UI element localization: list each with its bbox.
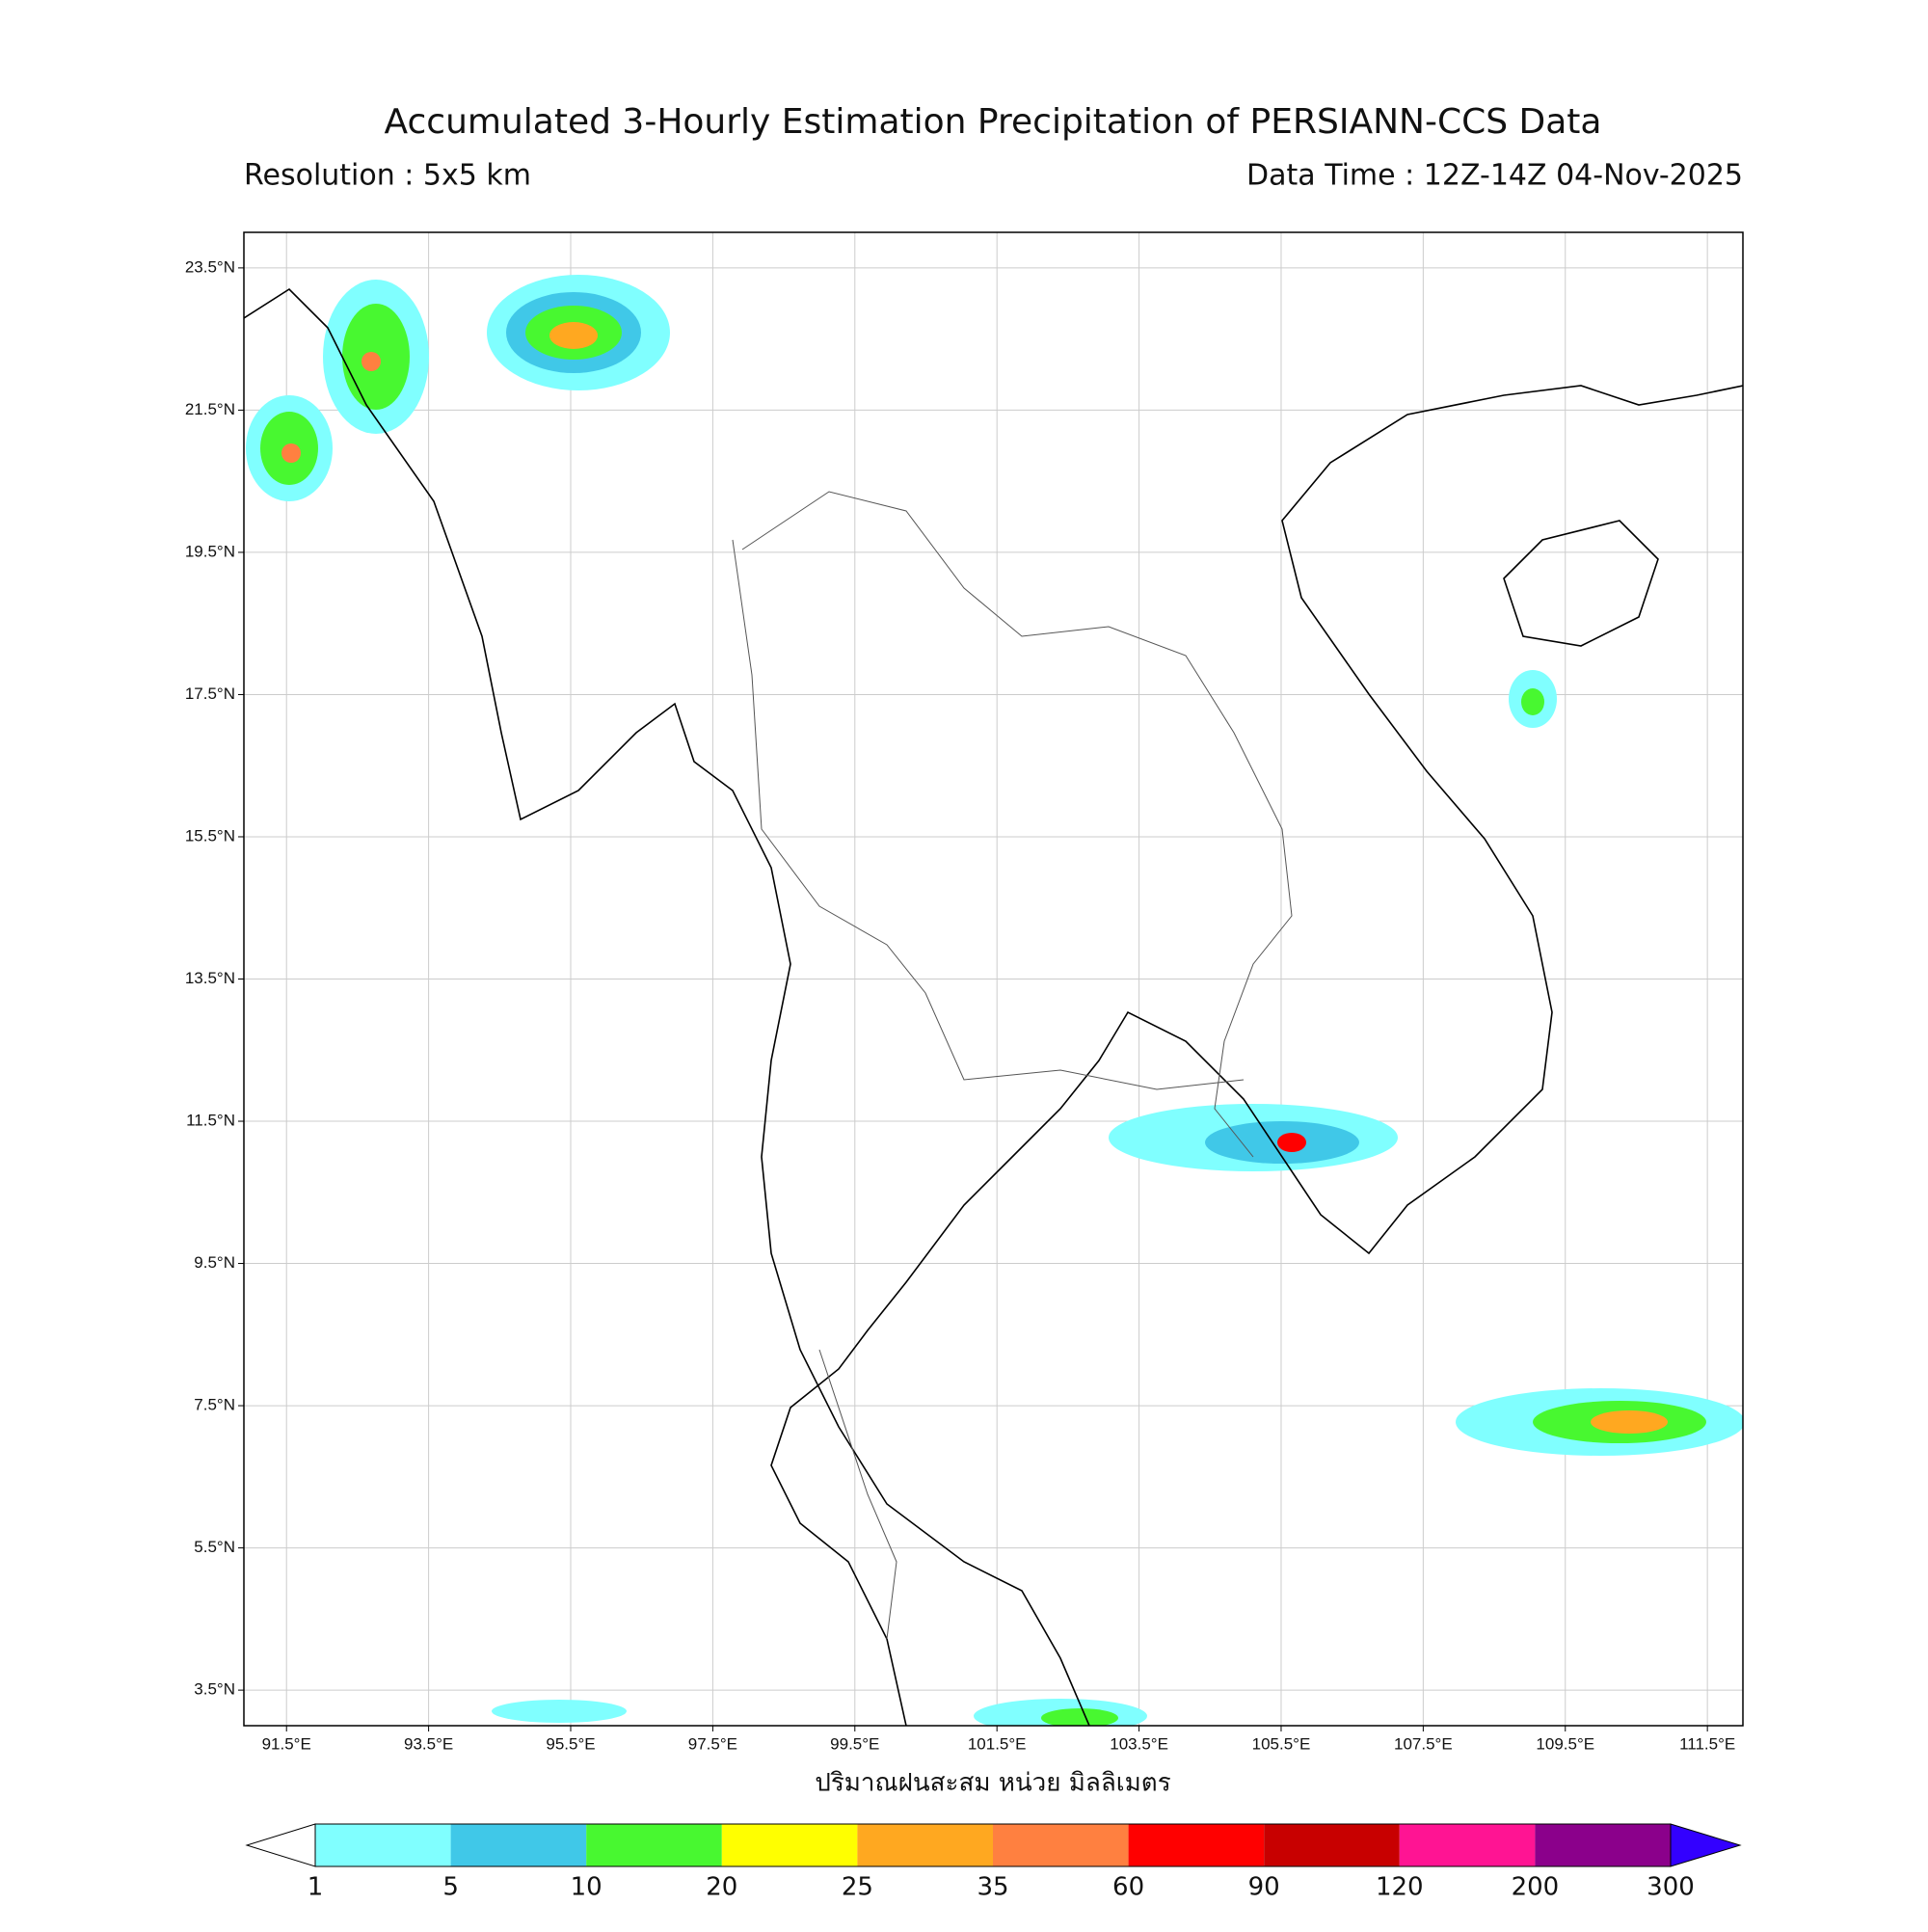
y-tick-label: 17.5°N <box>185 684 235 703</box>
coastlines <box>244 287 1743 1726</box>
y-tick-label: 21.5°N <box>185 400 235 418</box>
colorbar-box <box>315 1824 451 1866</box>
x-tick-label: 97.5°E <box>688 1734 737 1753</box>
x-tick-label: 99.5°E <box>830 1734 879 1753</box>
title: Accumulated 3-Hourly Estimation Precipit… <box>385 102 1602 142</box>
colorbar-box <box>1535 1824 1671 1866</box>
colorbar-over <box>1670 1823 1742 1867</box>
y-tick-label: 7.5°N <box>194 1396 235 1414</box>
y-tick-label: 5.5°N <box>194 1538 235 1556</box>
x-tick-label: 95.5°E <box>546 1734 595 1753</box>
y-tick-label: 3.5°N <box>194 1680 235 1699</box>
colorbar-label: 25 <box>842 1873 873 1902</box>
x-label: ปริมาณฝนสะสม หน่วย มิลลิเมตร <box>815 1769 1170 1798</box>
colorbar-box <box>586 1824 722 1866</box>
colorbar-label: 35 <box>977 1873 1008 1902</box>
x-tick-label: 91.5°E <box>262 1734 311 1753</box>
subtitle-right: Data Time : 12Z-14Z 04-Nov-2025 <box>1246 159 1743 193</box>
y-tick-label: 11.5°N <box>186 1112 235 1130</box>
colorbar-under <box>245 1823 316 1867</box>
colorbar-label: 90 <box>1248 1873 1280 1902</box>
grid <box>244 232 1743 1726</box>
colorbar-label: 10 <box>571 1873 602 1902</box>
colorbar-box <box>1128 1824 1265 1866</box>
colorbar: 1 5 10 20 25 35 60 90 120 200 300 <box>245 1823 1742 1902</box>
y-tick-label: 15.5°N <box>185 826 235 845</box>
subtitle-left: Resolution : 5x5 km <box>244 159 531 193</box>
x-tick-label: 107.5°E <box>1394 1734 1453 1753</box>
x-tick-label: 93.5°E <box>404 1734 453 1753</box>
borders <box>732 491 1293 1640</box>
colorbar-label: 5 <box>442 1873 459 1902</box>
x-tick-label: 101.5°E <box>968 1734 1027 1753</box>
colorbar-label: 200 <box>1512 1873 1560 1902</box>
colorbar-label: 20 <box>706 1873 737 1902</box>
colorbar-box <box>450 1824 587 1866</box>
y-tick-label: 9.5°N <box>194 1253 235 1272</box>
colorbar-box <box>857 1824 993 1866</box>
x-tick-label: 103.5°E <box>1110 1734 1168 1753</box>
colorbar-box <box>1264 1824 1400 1866</box>
colorbar-label: 300 <box>1647 1873 1695 1902</box>
colorbar-label: 60 <box>1112 1873 1144 1902</box>
x-tick-label: 111.5°E <box>1679 1734 1735 1753</box>
y-tick-label: 13.5°N <box>185 969 235 987</box>
colorbar-label: 120 <box>1376 1873 1424 1902</box>
rain-overlay <box>246 275 1743 1726</box>
x-tick-label: 109.5°E <box>1536 1734 1594 1753</box>
x-tick-label: 105.5°E <box>1252 1734 1311 1753</box>
colorbar-box <box>1399 1824 1536 1866</box>
y-tick-label: 19.5°N <box>185 542 235 560</box>
colorbar-box <box>993 1824 1129 1866</box>
colorbar-label: 1 <box>308 1873 324 1902</box>
colorbar-box <box>721 1824 858 1866</box>
colorbar-frame <box>314 1823 1672 1867</box>
y-tick-label: 23.5°N <box>185 257 235 276</box>
tick-labels: 91.5°E 93.5°E 95.5°E 97.5°E 99.5°E 101.5°E 103… <box>185 257 1735 1753</box>
